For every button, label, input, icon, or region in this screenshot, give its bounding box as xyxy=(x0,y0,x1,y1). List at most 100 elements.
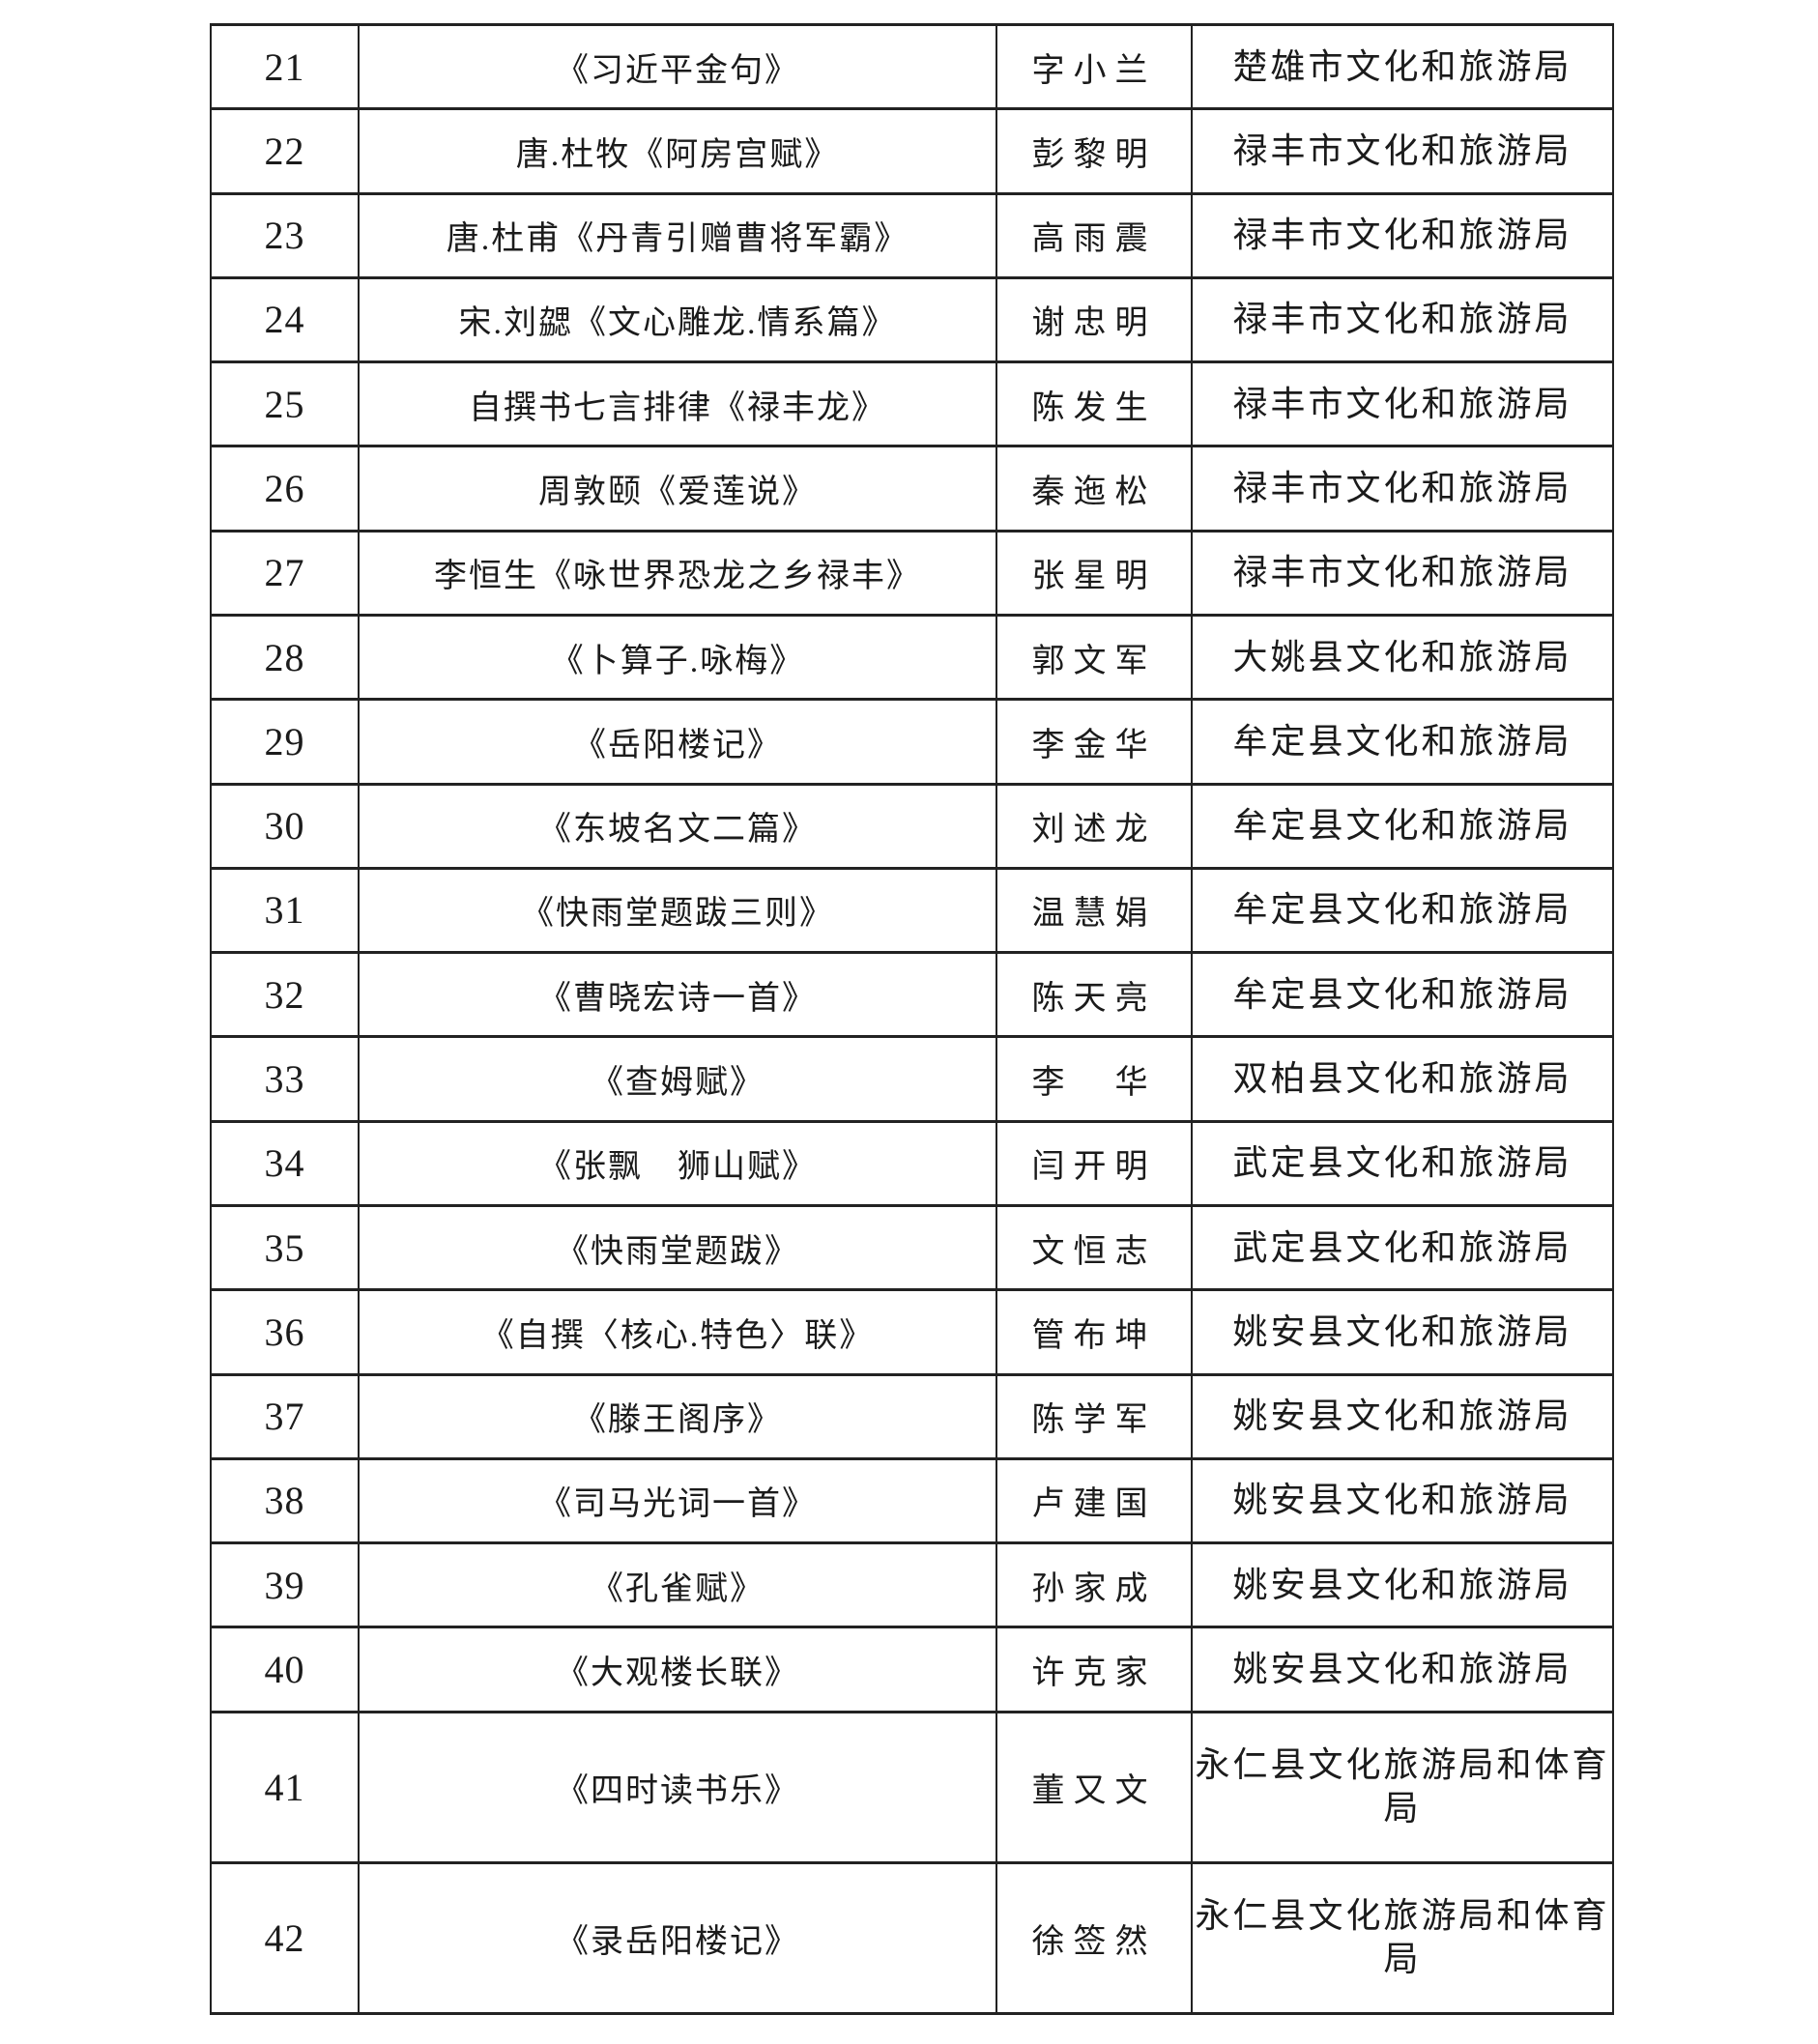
table-row: 27 李恒生《咏世界恐龙之乡禄丰》 张星明 禄丰市文化和旅游局 xyxy=(210,529,1614,617)
table-row: 30 《东坡名文二篇》 刘述龙 牟定县文化和旅游局 xyxy=(210,782,1614,870)
table-row: 42 《录岳阳楼记》 徐签然 永仁县文化旅游局和体育局 xyxy=(210,1860,1614,2016)
table-row: 34 《张飘 狮山赋》 闫开明 武定县文化和旅游局 xyxy=(210,1119,1614,1207)
author-name-cell: 谢忠明 xyxy=(996,275,1193,364)
organization-cell: 禄丰市文化和旅游局 xyxy=(1191,360,1614,448)
organization-cell: 武定县文化和旅游局 xyxy=(1191,1203,1614,1292)
table-row: 28 《卜算子.咏梅》 郭文军 大姚县文化和旅游局 xyxy=(210,613,1614,702)
table-row: 36 《自撰〈核心.特色〉联》 管布坤 姚安县文化和旅游局 xyxy=(210,1288,1614,1376)
organization-cell: 牟定县文化和旅游局 xyxy=(1191,698,1614,786)
author-name-cell: 徐签然 xyxy=(996,1860,1193,2016)
organization-cell: 禄丰市文化和旅游局 xyxy=(1191,529,1614,617)
table-row: 26 周敦颐《爱莲说》 秦迤松 禄丰市文化和旅游局 xyxy=(210,445,1614,533)
author-name-cell: 陈发生 xyxy=(996,360,1193,448)
row-number-cell: 37 xyxy=(210,1372,360,1460)
work-title-cell: 《大观楼长联》 xyxy=(358,1626,997,1713)
work-title-cell: 《张飘 狮山赋》 xyxy=(358,1119,997,1207)
row-number-cell: 42 xyxy=(210,1860,360,2016)
row-number-cell: 23 xyxy=(210,191,360,279)
work-title-cell: 唐.杜牧《阿房宫赋》 xyxy=(358,107,997,195)
author-name-cell: 李 华 xyxy=(996,1035,1193,1123)
work-title-cell: 《曹晓宏诗一首》 xyxy=(358,951,997,1039)
row-number-cell: 34 xyxy=(210,1119,360,1207)
row-number-cell: 26 xyxy=(210,445,360,533)
author-name-cell: 刘述龙 xyxy=(996,782,1193,870)
table-row: 32 《曹晓宏诗一首》 陈天亮 牟定县文化和旅游局 xyxy=(210,951,1614,1039)
author-name-cell: 温慧娟 xyxy=(996,866,1193,955)
author-name-cell: 文恒志 xyxy=(996,1203,1193,1292)
row-number-cell: 25 xyxy=(210,360,360,448)
work-title-cell: 周敦颐《爱莲说》 xyxy=(358,445,997,533)
work-title-cell: 《录岳阳楼记》 xyxy=(358,1860,997,2016)
row-number-cell: 30 xyxy=(210,782,360,870)
work-title-cell: 《四时读书乐》 xyxy=(358,1710,997,1864)
author-name-cell: 秦迤松 xyxy=(996,445,1193,533)
table-row: 29 《岳阳楼记》 李金华 牟定县文化和旅游局 xyxy=(210,698,1614,786)
table-row: 31 《快雨堂题跋三则》 温慧娟 牟定县文化和旅游局 xyxy=(210,866,1614,955)
author-name-cell: 许克家 xyxy=(996,1626,1193,1713)
organization-cell: 姚安县文化和旅游局 xyxy=(1191,1372,1614,1460)
work-title-cell: 《习近平金句》 xyxy=(358,22,997,111)
work-title-cell: 《岳阳楼记》 xyxy=(358,698,997,786)
author-name-cell: 陈天亮 xyxy=(996,951,1193,1039)
row-number-cell: 33 xyxy=(210,1035,360,1123)
table-row: 41 《四时读书乐》 董又文 永仁县文化旅游局和体育局 xyxy=(210,1710,1614,1864)
row-number-cell: 24 xyxy=(210,275,360,364)
table-row: 38 《司马光词一首》 卢建国 姚安县文化和旅游局 xyxy=(210,1456,1614,1545)
organization-cell: 姚安县文化和旅游局 xyxy=(1191,1541,1614,1629)
table-row: 39 《孔雀赋》 孙家成 姚安县文化和旅游局 xyxy=(210,1541,1614,1629)
row-number-cell: 22 xyxy=(210,107,360,195)
author-name-cell: 董又文 xyxy=(996,1710,1193,1864)
author-name-cell: 孙家成 xyxy=(996,1541,1193,1629)
row-number-cell: 27 xyxy=(210,529,360,617)
work-title-cell: 自撰书七言排律《禄丰龙》 xyxy=(358,360,997,448)
organization-cell: 禄丰市文化和旅游局 xyxy=(1191,275,1614,364)
row-number-cell: 38 xyxy=(210,1456,360,1545)
work-title-cell: 《东坡名文二篇》 xyxy=(358,782,997,870)
table-body: 21 《习近平金句》 字小兰 楚雄市文化和旅游局 22 唐.杜牧《阿房宫赋》 彭… xyxy=(210,22,1614,2016)
table-row: 22 唐.杜牧《阿房宫赋》 彭黎明 禄丰市文化和旅游局 xyxy=(210,107,1614,195)
table-row: 40 《大观楼长联》 许克家 姚安县文化和旅游局 xyxy=(210,1626,1614,1713)
author-name-cell: 张星明 xyxy=(996,529,1193,617)
work-title-cell: 《查姆赋》 xyxy=(358,1035,997,1123)
author-name-cell: 李金华 xyxy=(996,698,1193,786)
work-title-cell: 《快雨堂题跋》 xyxy=(358,1203,997,1292)
work-title-cell: 《自撰〈核心.特色〉联》 xyxy=(358,1288,997,1376)
organization-cell: 姚安县文化和旅游局 xyxy=(1191,1456,1614,1545)
row-number-cell: 40 xyxy=(210,1626,360,1713)
row-number-cell: 29 xyxy=(210,698,360,786)
organization-cell: 牟定县文化和旅游局 xyxy=(1191,866,1614,955)
organization-cell: 禄丰市文化和旅游局 xyxy=(1191,191,1614,279)
author-name-cell: 高雨震 xyxy=(996,191,1193,279)
author-name-cell: 彭黎明 xyxy=(996,107,1193,195)
organization-cell: 武定县文化和旅游局 xyxy=(1191,1119,1614,1207)
calligraphy-works-table: 21 《习近平金句》 字小兰 楚雄市文化和旅游局 22 唐.杜牧《阿房宫赋》 彭… xyxy=(210,22,1614,2016)
work-title-cell: 《卜算子.咏梅》 xyxy=(358,613,997,702)
table-row: 33 《查姆赋》 李 华 双柏县文化和旅游局 xyxy=(210,1035,1614,1123)
work-title-cell: 《滕王阁序》 xyxy=(358,1372,997,1460)
row-number-cell: 31 xyxy=(210,866,360,955)
organization-cell: 楚雄市文化和旅游局 xyxy=(1191,22,1614,111)
row-number-cell: 35 xyxy=(210,1203,360,1292)
work-title-cell: 《孔雀赋》 xyxy=(358,1541,997,1629)
organization-cell: 姚安县文化和旅游局 xyxy=(1191,1288,1614,1376)
work-title-cell: 《快雨堂题跋三则》 xyxy=(358,866,997,955)
author-name-cell: 陈学军 xyxy=(996,1372,1193,1460)
author-name-cell: 郭文军 xyxy=(996,613,1193,702)
author-name-cell: 字小兰 xyxy=(996,22,1193,111)
row-number-cell: 21 xyxy=(210,22,360,111)
author-name-cell: 管布坤 xyxy=(996,1288,1193,1376)
organization-cell: 禄丰市文化和旅游局 xyxy=(1191,445,1614,533)
table-row: 23 唐.杜甫《丹青引赠曹将军霸》 高雨震 禄丰市文化和旅游局 xyxy=(210,191,1614,279)
organization-cell: 姚安县文化和旅游局 xyxy=(1191,1626,1614,1713)
organization-cell: 永仁县文化旅游局和体育局 xyxy=(1191,1860,1614,2016)
row-number-cell: 32 xyxy=(210,951,360,1039)
row-number-cell: 39 xyxy=(210,1541,360,1629)
work-title-cell: 《司马光词一首》 xyxy=(358,1456,997,1545)
table-row: 37 《滕王阁序》 陈学军 姚安县文化和旅游局 xyxy=(210,1372,1614,1460)
organization-cell: 禄丰市文化和旅游局 xyxy=(1191,107,1614,195)
work-title-cell: 李恒生《咏世界恐龙之乡禄丰》 xyxy=(358,529,997,617)
table-row: 21 《习近平金句》 字小兰 楚雄市文化和旅游局 xyxy=(210,22,1614,111)
organization-cell: 牟定县文化和旅游局 xyxy=(1191,782,1614,870)
organization-cell: 双柏县文化和旅游局 xyxy=(1191,1035,1614,1123)
